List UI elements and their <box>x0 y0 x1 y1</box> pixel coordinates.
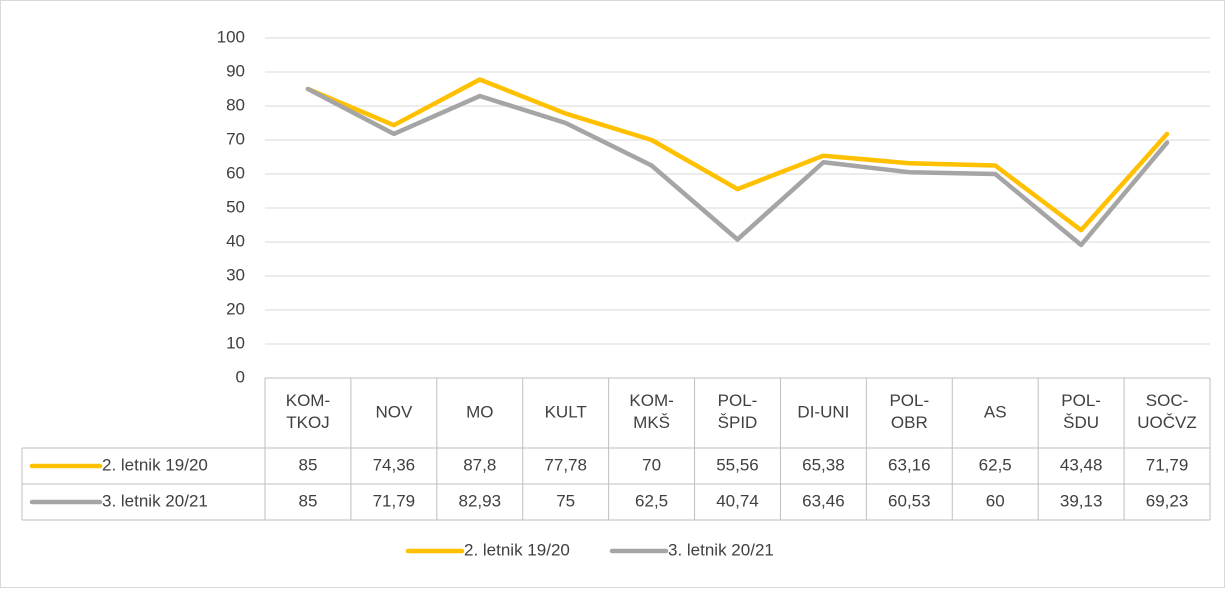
value-label: 82,93 <box>458 491 501 510</box>
x-tick-label: KULT <box>545 402 587 421</box>
y-tick-label: 0 <box>236 367 245 386</box>
value-label: 71,79 <box>1146 455 1189 474</box>
x-tick-label: SOC-UOČVZ <box>1137 391 1197 432</box>
series-label: 2. letnik 19/20 <box>102 455 208 474</box>
value-label: 87,8 <box>463 455 496 474</box>
y-tick-label: 40 <box>226 231 245 250</box>
value-label: 71,79 <box>373 491 416 510</box>
value-label: 63,16 <box>888 455 931 474</box>
x-tick-label: KOM-MKŠ <box>629 391 673 432</box>
x-tick-label: POL-ŠDU <box>1061 391 1101 432</box>
x-tick-label: POL-ŠPID <box>718 391 758 432</box>
y-tick-label: 100 <box>217 27 245 46</box>
value-label: 69,23 <box>1146 491 1189 510</box>
legend-label: 2. letnik 19/20 <box>464 540 570 559</box>
y-tick-label: 70 <box>226 129 245 148</box>
x-tick-label: AS <box>984 402 1007 421</box>
value-label: 39,13 <box>1060 491 1103 510</box>
value-label: 75 <box>556 491 575 510</box>
y-tick-label: 80 <box>226 95 245 114</box>
y-tick-label: 90 <box>226 61 245 80</box>
y-tick-label: 60 <box>226 163 245 182</box>
x-tick-label: NOV <box>375 402 413 421</box>
x-tick-label: DI-UNI <box>797 402 849 421</box>
value-label: 85 <box>298 491 317 510</box>
x-tick-label: KOM-TKOJ <box>286 391 330 432</box>
value-label: 55,56 <box>716 455 759 474</box>
y-tick-label: 10 <box>226 333 245 352</box>
value-label: 63,46 <box>802 491 845 510</box>
value-label: 77,78 <box>544 455 587 474</box>
y-tick-label: 30 <box>226 265 245 284</box>
value-label: 40,74 <box>716 491 759 510</box>
value-label: 60,53 <box>888 491 931 510</box>
legend-label: 3. letnik 20/21 <box>668 540 774 559</box>
value-label: 85 <box>298 455 317 474</box>
value-label: 74,36 <box>373 455 416 474</box>
x-tick-label: POL-OBR <box>889 391 929 432</box>
value-label: 43,48 <box>1060 455 1103 474</box>
y-tick-label: 50 <box>226 197 245 216</box>
series-line <box>305 86 1170 248</box>
x-tick-label: MO <box>466 402 493 421</box>
value-label: 60 <box>986 491 1005 510</box>
value-label: 70 <box>642 455 661 474</box>
value-label: 62,5 <box>979 455 1012 474</box>
value-label: 65,38 <box>802 455 845 474</box>
value-label: 62,5 <box>635 491 668 510</box>
series-line <box>305 77 1170 233</box>
y-tick-label: 20 <box>226 299 245 318</box>
series-label: 3. letnik 20/21 <box>102 491 208 510</box>
